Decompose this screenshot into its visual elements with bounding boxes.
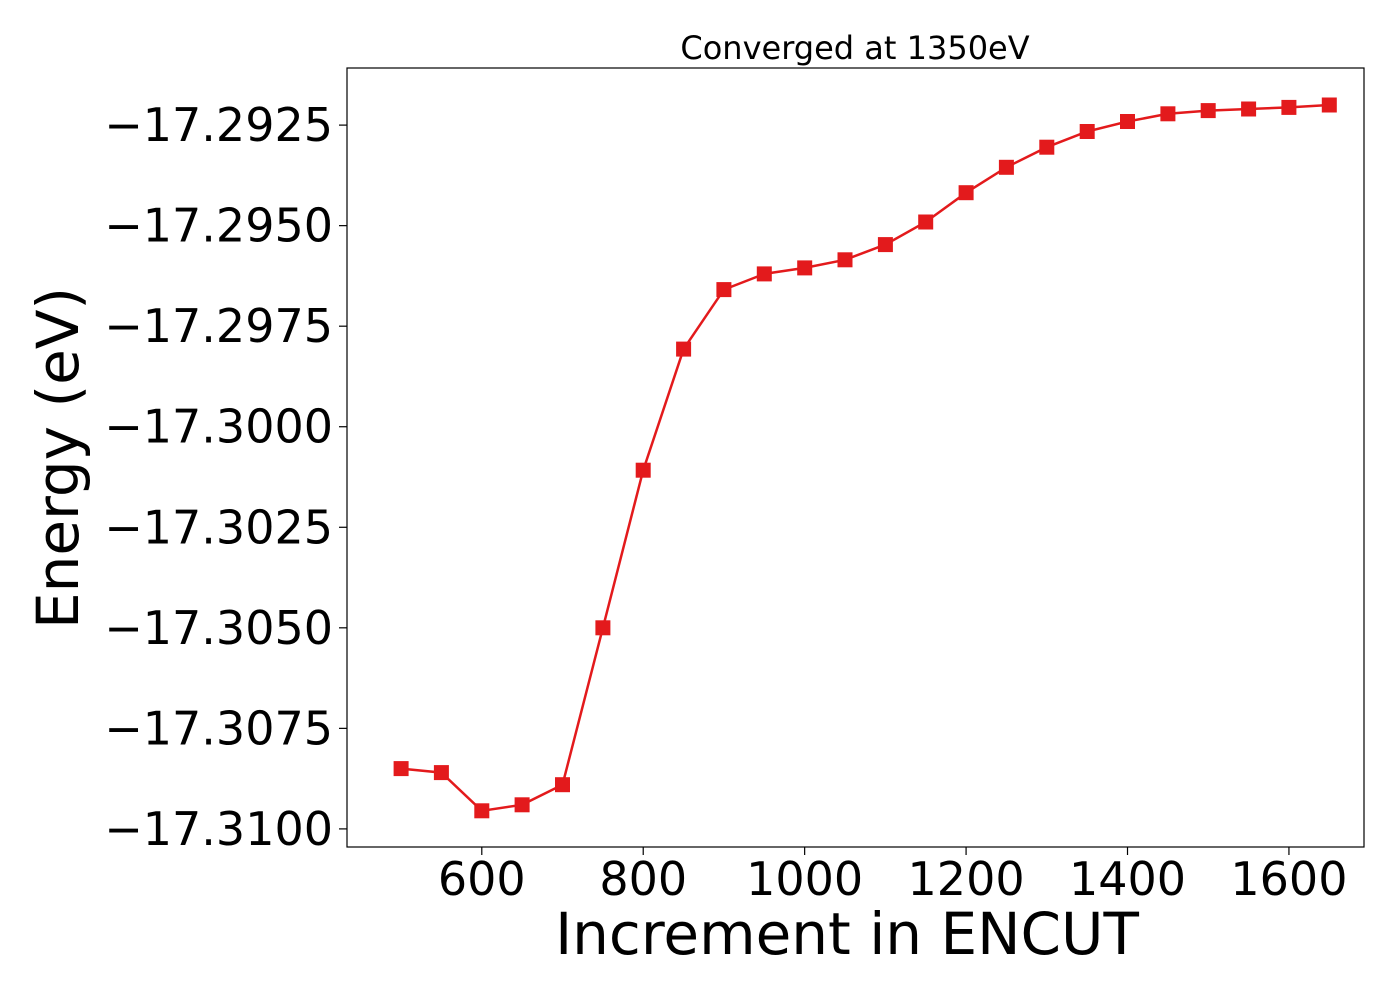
y-tick-label: −17.3050 (104, 601, 333, 655)
x-tick-label: 800 (599, 852, 687, 906)
y-tick-label: −17.3075 (104, 701, 333, 755)
y-tick-label: −17.3100 (104, 802, 333, 856)
data-point (514, 797, 530, 813)
data-point (1160, 106, 1176, 122)
x-tick-label: 1600 (1230, 852, 1347, 906)
plot-frame (346, 67, 1365, 848)
x-tick-label: 1400 (1069, 852, 1186, 906)
x-tick-label: 1200 (908, 852, 1025, 906)
data-point (998, 159, 1014, 175)
data-point (1241, 101, 1257, 117)
data-point (555, 777, 570, 793)
chart-title: Converged at 1350eV (680, 29, 1029, 67)
data-point (716, 282, 732, 298)
data-point (474, 803, 490, 819)
data-point (1200, 103, 1216, 119)
y-tick-label: −17.3025 (104, 500, 333, 554)
data-point (433, 765, 449, 781)
data-point (877, 237, 893, 253)
series-line (400, 103, 1330, 813)
data-point (1281, 99, 1297, 115)
data-point (1321, 97, 1337, 113)
y-tick-label: −17.2975 (104, 299, 333, 353)
data-point (1120, 114, 1135, 129)
y-tick-label: −17.2925 (104, 98, 333, 152)
data-point (1039, 139, 1055, 155)
data-point (393, 761, 409, 777)
data-point (958, 185, 974, 201)
data-point (635, 462, 651, 478)
x-tick-label: 600 (438, 852, 526, 906)
y-axis: −17.3100 −17.3075 −17.3050 −17.3025 −17.3000… (104, 98, 347, 856)
data-point (595, 620, 611, 636)
y-axis-label: Energy (eV) (24, 287, 92, 629)
data-point (837, 252, 853, 268)
y-tick-label: −17.2950 (104, 199, 333, 253)
data-point (918, 214, 934, 230)
y-tick-label: −17.3000 (104, 400, 333, 454)
plot-area (393, 97, 1337, 819)
x-axis: 600 800 1000 1200 1400 1600 (438, 847, 1347, 906)
data-point (1079, 124, 1095, 139)
data-point (797, 260, 813, 276)
data-point (756, 266, 772, 282)
data-point (676, 341, 692, 357)
x-axis-label: Increment in ENCUT (555, 900, 1139, 968)
x-tick-label: 1000 (746, 852, 863, 906)
